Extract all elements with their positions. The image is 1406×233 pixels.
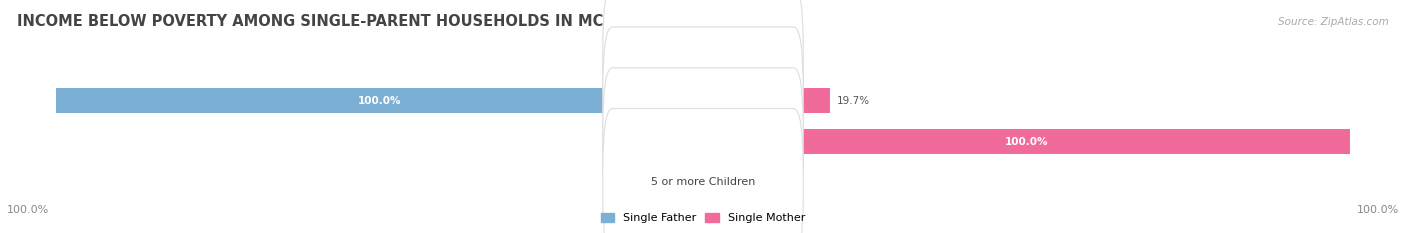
Bar [56,88,703,113]
Text: 5 or more Children: 5 or more Children [651,177,755,187]
FancyBboxPatch shape [603,27,803,175]
Text: 100.0%: 100.0% [1357,205,1399,215]
Bar [703,170,735,195]
Text: 0.0%: 0.0% [638,177,664,187]
Text: 0.0%: 0.0% [742,55,768,65]
Text: 0.0%: 0.0% [638,55,664,65]
FancyBboxPatch shape [603,0,803,134]
Legend: Single Father, Single Mother: Single Father, Single Mother [596,208,810,228]
Text: 3 or 4 Children: 3 or 4 Children [662,137,744,147]
Bar [703,129,1350,154]
Bar [671,129,703,154]
FancyBboxPatch shape [603,68,803,215]
Text: 0.0%: 0.0% [638,137,664,147]
Text: Source: ZipAtlas.com: Source: ZipAtlas.com [1278,17,1389,27]
Text: No Children: No Children [671,55,735,65]
Bar [671,170,703,195]
Text: 100.0%: 100.0% [359,96,401,106]
Text: 100.0%: 100.0% [7,205,49,215]
Bar [703,88,831,113]
Text: 19.7%: 19.7% [837,96,870,106]
Bar [671,47,703,73]
Text: 0.0%: 0.0% [742,177,768,187]
Text: 100.0%: 100.0% [1005,137,1047,147]
Text: 1 or 2 Children: 1 or 2 Children [662,96,744,106]
Bar [703,47,735,73]
FancyBboxPatch shape [603,109,803,233]
Text: INCOME BELOW POVERTY AMONG SINGLE-PARENT HOUSEHOLDS IN MCMECHEN: INCOME BELOW POVERTY AMONG SINGLE-PARENT… [17,14,673,29]
